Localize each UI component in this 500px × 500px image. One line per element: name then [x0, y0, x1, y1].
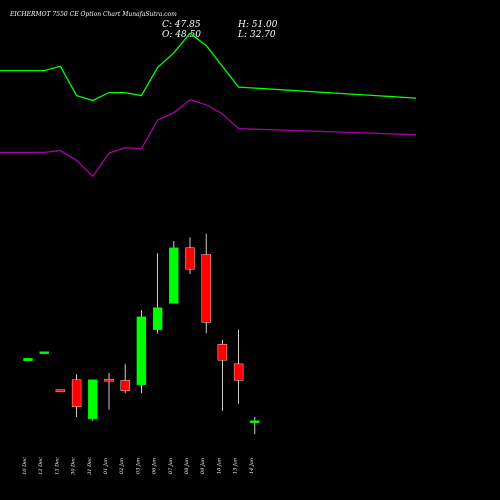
candle-body	[136, 316, 147, 385]
open-value: O: 48.50	[162, 30, 201, 40]
x-tick-label: 14 Jan	[249, 458, 255, 474]
x-tick-label: 13 Dec	[54, 457, 60, 475]
candle-body	[39, 351, 49, 354]
candle-body	[169, 247, 179, 304]
x-tick-label: 31 Dec	[87, 457, 93, 475]
x-tick-label: 01 Jan	[103, 458, 109, 474]
candle-body	[120, 380, 130, 391]
candles-group	[23, 233, 260, 435]
x-tick-label: 10 Jan	[216, 458, 222, 474]
close-value: C: 47.85	[162, 20, 201, 30]
upper-band-line	[0, 32, 417, 102]
x-tick-label: 09 Jan	[200, 458, 206, 474]
x-tick-label: 30 Dec	[71, 457, 77, 475]
x-tick-label: 10 Dec	[22, 457, 28, 475]
candle-body	[23, 358, 33, 362]
candle-body	[250, 420, 260, 423]
x-axis-ticks: 10 Dec 12 Dec 13 Dec 30 Dec 31 Dec 01 Jan 02 J…	[22, 457, 255, 475]
x-tick-label: 02 Jan	[119, 458, 125, 474]
low-value: L: 32.70	[237, 30, 276, 40]
chart-title: EICHERMOT 7550 CE Option Chart MunafaSut…	[9, 11, 177, 18]
lower-band-line	[0, 99, 417, 178]
x-tick-label: 08 Jan	[184, 458, 190, 474]
candle-body	[152, 307, 163, 330]
x-tick-label: 03 Jan	[135, 458, 141, 474]
candle-body	[201, 254, 211, 323]
candle-body	[104, 378, 114, 382]
x-tick-label: 13 Jan	[233, 458, 239, 474]
candle-body	[217, 344, 228, 361]
x-tick-label: 06 Jan	[152, 458, 158, 474]
candle-body	[88, 379, 98, 420]
candle-body	[55, 389, 66, 392]
x-tick-label: 12 Dec	[38, 457, 44, 475]
candle-body	[185, 247, 195, 270]
candle-body	[71, 379, 82, 407]
candle-body	[233, 363, 244, 381]
x-tick-label: 07 Jan	[168, 458, 174, 474]
high-value: H: 51.00	[237, 20, 278, 30]
